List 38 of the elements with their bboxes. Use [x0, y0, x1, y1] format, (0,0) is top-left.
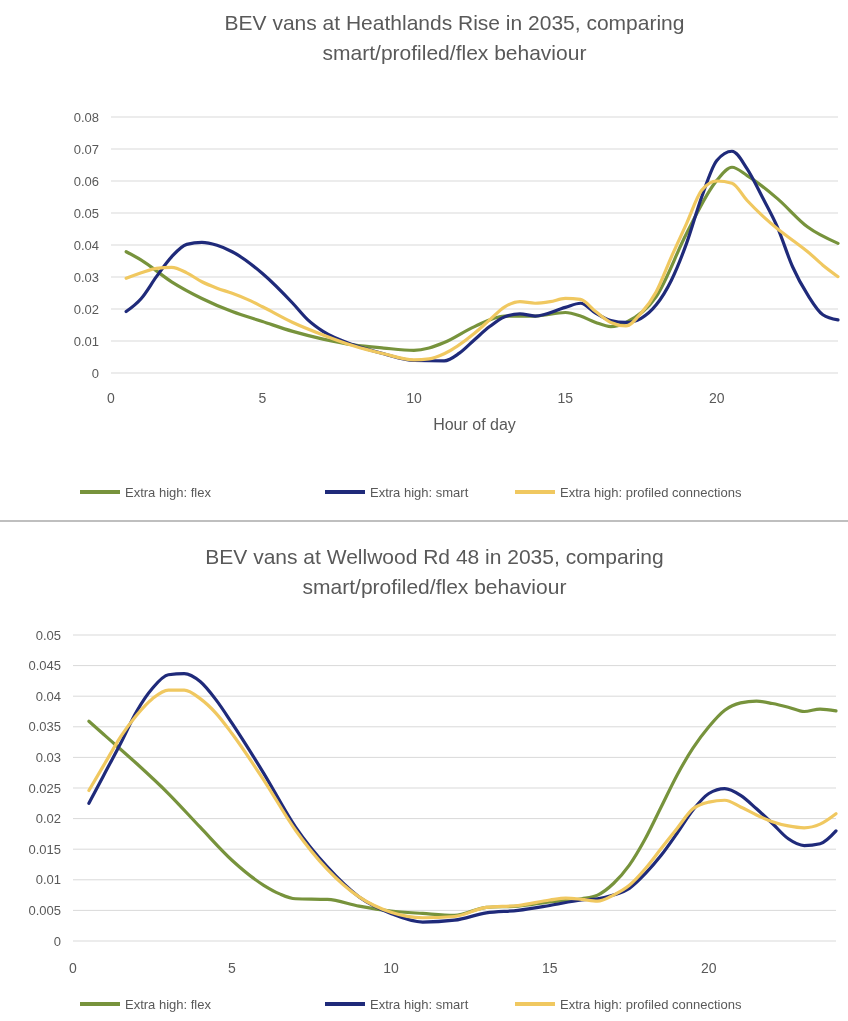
legend-label: Extra high: smart — [370, 996, 469, 1012]
y-tick-label: 0.035 — [28, 719, 61, 735]
y-tick-label: 0.01 — [73, 333, 99, 349]
x-tick-label: 15 — [557, 390, 574, 406]
x-tick-label: 15 — [542, 960, 558, 976]
y-tick-label: 0 — [91, 365, 99, 381]
legend-label: Extra high: flex — [125, 484, 212, 500]
y-tick-label: 0.03 — [35, 749, 61, 765]
y-tick-label: 0.05 — [35, 627, 61, 643]
x-tick-label: 10 — [383, 960, 399, 976]
legend-label: Extra high: smart — [370, 484, 469, 500]
y-tick-label: 0.025 — [28, 780, 61, 796]
legend-label: Extra high: flex — [125, 996, 212, 1012]
legend-label: Extra high: profiled connections — [560, 996, 742, 1012]
x-tick-label: 5 — [228, 960, 237, 976]
x-axis-title: Hour of day — [433, 416, 516, 433]
y-tick-label: 0 — [53, 933, 61, 949]
y-tick-label: 0.04 — [35, 688, 61, 704]
y-tick-label: 0.05 — [73, 205, 99, 221]
y-tick-label: 0.04 — [73, 237, 99, 253]
x-tick-label: 0 — [107, 390, 116, 406]
x-tick-label: 20 — [701, 960, 717, 976]
y-tick-label: 0.045 — [28, 658, 61, 674]
legend-label: Extra high: profiled connections — [560, 484, 742, 500]
x-tick-label: 5 — [258, 390, 267, 406]
y-tick-label: 0.02 — [35, 811, 61, 827]
x-tick-label: 20 — [709, 390, 725, 406]
y-tick-label: 0.01 — [35, 872, 61, 888]
chart-title: BEV vans at Wellwood Rd 48 in 2035, comparing smart/profiled/flex behaviour — [205, 545, 664, 598]
y-tick-label: 0.07 — [73, 141, 99, 157]
y-tick-label: 0.08 — [73, 109, 99, 125]
chart-title: BEV vans at Heathlands Rise in 2035, comparing smart/profiled/flex behaviour — [224, 11, 685, 64]
y-tick-label: 0.015 — [28, 841, 61, 857]
y-tick-label: 0.02 — [73, 301, 99, 317]
x-tick-label: 10 — [406, 390, 422, 406]
y-tick-label: 0.06 — [73, 173, 99, 189]
y-tick-label: 0.03 — [73, 269, 99, 285]
y-tick-label: 0.005 — [28, 902, 61, 918]
